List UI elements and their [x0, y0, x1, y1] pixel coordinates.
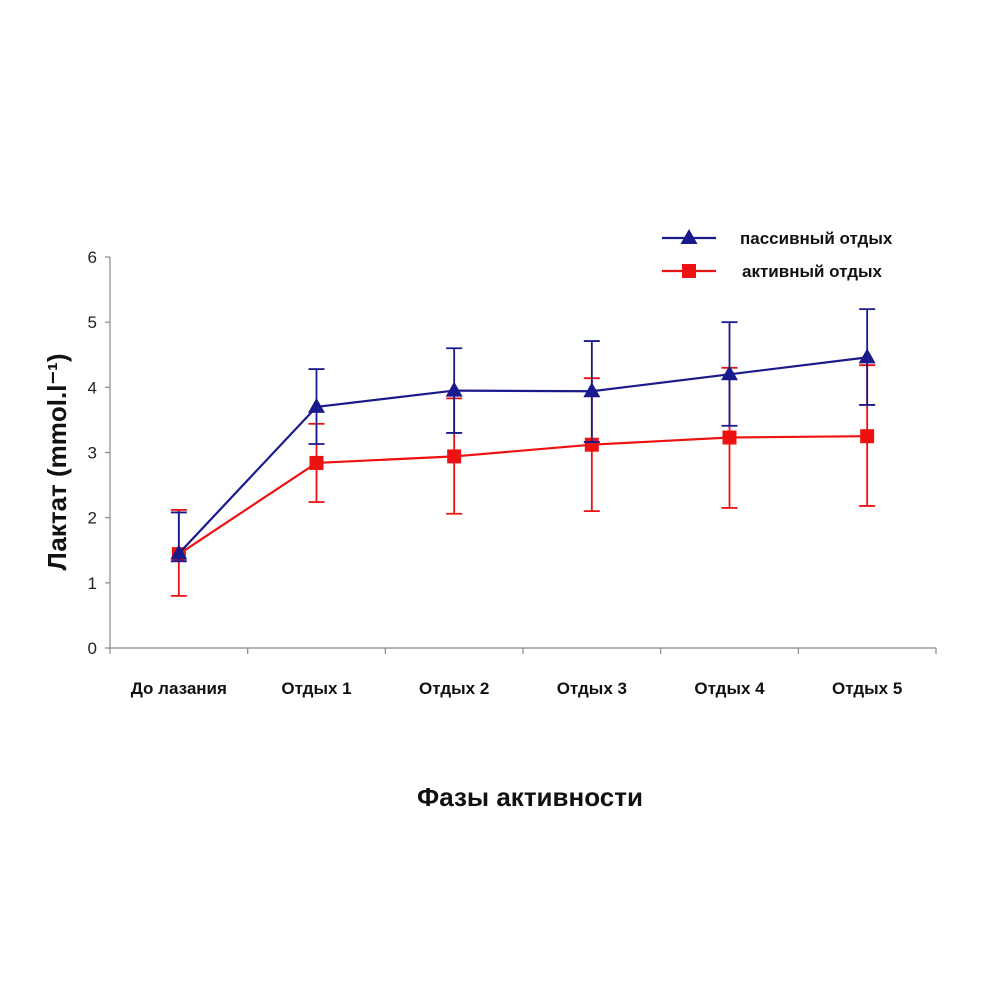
x-tick-label: Отдых 4 [694, 679, 765, 698]
data-point-square [447, 449, 462, 464]
y-tick-label: 4 [88, 378, 97, 397]
y-tick-label: 2 [88, 509, 97, 528]
legend-label: активный отдых [742, 262, 883, 281]
x-tick-label: Отдых 5 [832, 679, 902, 698]
x-tick-label: До лазания [131, 679, 227, 698]
y-tick-label: 5 [88, 313, 97, 332]
data-point-triangle [308, 397, 325, 413]
data-point-triangle [583, 382, 601, 398]
data-point-square [722, 430, 737, 445]
data-point-triangle [170, 544, 188, 560]
x-axis-label: Фазы активности [417, 782, 643, 812]
data-point-square [860, 429, 875, 444]
x-axis-ticks: До лазания Отдых 1 Отдых 2 Отдых 3 Отдых 4 От… [109, 648, 937, 698]
x-tick-label: Отдых 2 [419, 679, 489, 698]
data-point-triangle [858, 348, 876, 364]
y-axis-ticks: 0 1 2 3 4 5 6 [88, 248, 110, 658]
series-triangle [170, 308, 876, 563]
data-point-triangle [445, 381, 463, 397]
y-tick-label: 6 [88, 248, 97, 267]
y-axis-label: Лактат (mmol.l⁻¹) [42, 353, 72, 570]
y-tick-label: 3 [88, 444, 97, 463]
series-line [178, 356, 868, 555]
data-point-square [309, 455, 324, 470]
series-square [170, 364, 876, 597]
legend-marker-triangle [680, 229, 698, 244]
y-tick-label: 0 [88, 639, 97, 658]
data-point-triangle [721, 365, 738, 381]
legend-label: пассивный отдых [740, 229, 893, 248]
series-line [178, 435, 868, 556]
legend-marker-square [682, 264, 696, 278]
y-tick-label: 1 [88, 574, 97, 593]
axes [109, 257, 936, 649]
x-tick-label: Отдых 1 [281, 679, 351, 698]
legend: пассивный отдых активный отдых [662, 229, 893, 281]
x-tick-label: Отдых 3 [557, 679, 627, 698]
series-layer [170, 308, 876, 597]
